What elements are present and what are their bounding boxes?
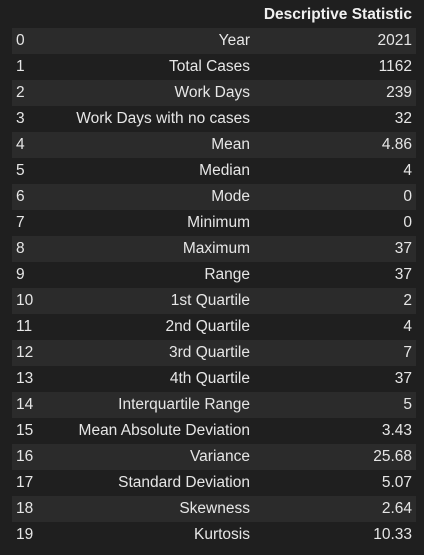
statistic-value: 7 xyxy=(403,344,412,361)
statistic-value: 1162 xyxy=(378,58,412,75)
table-row: 13 4th Quartile 37 xyxy=(12,366,416,392)
statistic-value: 0 xyxy=(403,188,412,205)
table-row: 18 Skewness 2.64 xyxy=(12,496,416,522)
index-column-header xyxy=(12,2,50,28)
row-index: 15 xyxy=(16,422,34,439)
table-row: 19 Kurtosis 10.33 xyxy=(12,522,416,548)
table-row: 9 Range 37 xyxy=(12,262,416,288)
name-column-header xyxy=(50,2,254,28)
statistics-table: Descriptive Statistic 0 Year 2021 1 Total Ca… xyxy=(12,2,416,548)
statistic-name: Interquartile Range xyxy=(118,396,250,413)
table-row: 8 Maximum 37 xyxy=(12,236,416,262)
table-row: 10 1st Quartile 2 xyxy=(12,288,416,314)
statistic-name: Skewness xyxy=(179,500,250,517)
statistic-name: Minimum xyxy=(187,214,250,231)
row-index: 8 xyxy=(16,240,25,257)
statistic-name: Work Days with no cases xyxy=(76,110,250,127)
statistic-name: Maximum xyxy=(182,240,250,257)
statistic-value: 5.07 xyxy=(381,474,412,491)
statistic-value: 10.33 xyxy=(373,526,412,543)
row-index: 10 xyxy=(16,292,34,309)
row-index: 14 xyxy=(16,396,34,413)
statistic-value: 5 xyxy=(403,396,412,413)
statistic-name: Mode xyxy=(211,188,250,205)
row-index: 2 xyxy=(16,84,25,101)
statistic-value: 2 xyxy=(403,292,412,309)
statistic-value: 4 xyxy=(403,318,412,335)
statistic-name: Work Days xyxy=(174,84,250,101)
statistic-name: Range xyxy=(204,266,250,283)
row-index: 18 xyxy=(16,500,34,517)
row-index: 3 xyxy=(16,110,25,127)
statistic-value: 2.64 xyxy=(381,500,412,517)
statistic-name: 2nd Quartile xyxy=(165,318,250,335)
row-index: 11 xyxy=(16,318,33,335)
statistic-value: 37 xyxy=(394,370,412,387)
row-index: 0 xyxy=(16,32,25,49)
statistic-name: Variance xyxy=(189,448,250,465)
statistic-value: 4 xyxy=(403,162,412,179)
table-row: 14 Interquartile Range 5 xyxy=(12,392,416,418)
row-index: 6 xyxy=(16,188,25,205)
statistic-value: 37 xyxy=(394,266,412,283)
row-index: 12 xyxy=(16,344,34,361)
table-body: 0 Year 2021 1 Total Cases 1162 2 Work Days 239 3 W… xyxy=(12,28,416,548)
descriptive-statistic-column-header: Descriptive Statistic xyxy=(254,2,416,28)
row-index: 1 xyxy=(16,58,25,75)
row-index: 5 xyxy=(16,162,25,179)
table-row: 11 2nd Quartile 4 xyxy=(12,314,416,340)
row-index: 9 xyxy=(16,266,25,283)
statistic-value: 37 xyxy=(394,240,412,257)
statistic-value: 0 xyxy=(403,214,412,231)
table-row: 3 Work Days with no cases 32 xyxy=(12,106,416,132)
statistic-value: 239 xyxy=(386,84,412,101)
table-row: 15 Mean Absolute Deviation 3.43 xyxy=(12,418,416,444)
statistic-name: Year xyxy=(218,32,250,49)
table-row: 16 Variance 25.68 xyxy=(12,444,416,470)
table-row: 1 Total Cases 1162 xyxy=(12,54,416,80)
statistic-name: Mean xyxy=(211,136,250,153)
statistic-name: 3rd Quartile xyxy=(169,344,250,361)
statistic-name: Total Cases xyxy=(169,58,250,75)
statistic-name: 1st Quartile xyxy=(170,292,250,309)
dataframe-output: Descriptive Statistic 0 Year 2021 1 Total Ca… xyxy=(12,2,416,548)
statistic-value: 2021 xyxy=(377,32,412,49)
table-row: 12 3rd Quartile 7 xyxy=(12,340,416,366)
table-row: 6 Mode 0 xyxy=(12,184,416,210)
row-index: 7 xyxy=(16,214,25,231)
statistic-value: 3.43 xyxy=(381,422,412,439)
statistic-value: 32 xyxy=(394,110,412,127)
table-row: 7 Minimum 0 xyxy=(12,210,416,236)
table-header-row: Descriptive Statistic xyxy=(12,2,416,28)
row-index: 19 xyxy=(16,526,34,543)
statistic-name: 4th Quartile xyxy=(169,370,250,387)
statistic-name: Standard Deviation xyxy=(118,474,250,491)
table-row: 2 Work Days 239 xyxy=(12,80,416,106)
statistic-name: Kurtosis xyxy=(194,526,250,543)
statistic-name: Mean Absolute Deviation xyxy=(78,422,250,439)
statistic-value: 4.86 xyxy=(381,136,412,153)
row-index: 16 xyxy=(16,448,34,465)
table-row: 5 Median 4 xyxy=(12,158,416,184)
statistic-name: Median xyxy=(199,162,250,179)
row-index: 17 xyxy=(16,474,34,491)
statistic-value: 25.68 xyxy=(373,448,412,465)
table-row: 17 Standard Deviation 5.07 xyxy=(12,470,416,496)
table-row: 4 Mean 4.86 xyxy=(12,132,416,158)
row-index: 4 xyxy=(16,136,25,153)
table-row: 0 Year 2021 xyxy=(12,28,416,54)
row-index: 13 xyxy=(16,370,34,387)
